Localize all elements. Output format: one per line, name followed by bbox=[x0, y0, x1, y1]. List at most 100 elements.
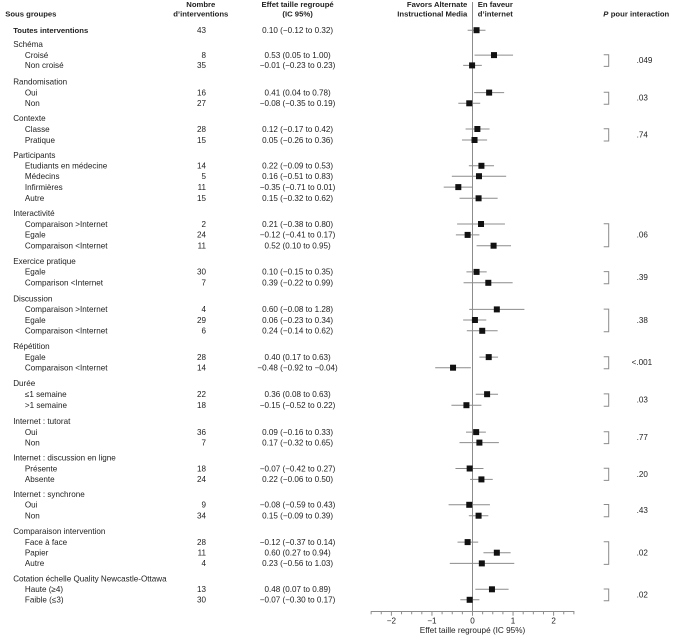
svg-text:−2: −2 bbox=[387, 617, 397, 626]
svg-text:Non: Non bbox=[25, 99, 40, 108]
svg-text:Sous groupes: Sous groupes bbox=[5, 9, 56, 18]
svg-text:14: 14 bbox=[197, 162, 207, 171]
svg-text:Autre: Autre bbox=[25, 194, 45, 203]
svg-text:27: 27 bbox=[197, 99, 207, 108]
svg-text:2: 2 bbox=[201, 220, 206, 229]
svg-text:Durée: Durée bbox=[13, 379, 36, 388]
svg-text:30: 30 bbox=[197, 268, 207, 277]
svg-text:Interactivité: Interactivité bbox=[13, 209, 55, 218]
svg-text:30: 30 bbox=[197, 596, 207, 605]
svg-text:Oui: Oui bbox=[25, 501, 38, 510]
svg-text:0.17 (−0.32 to 0.65): 0.17 (−0.32 to 0.65) bbox=[262, 438, 333, 447]
svg-text:Favors Alternate: Favors Alternate bbox=[407, 0, 468, 9]
svg-text:0.10 (−0.15 to 0.35): 0.10 (−0.15 to 0.35) bbox=[262, 268, 333, 277]
svg-text:0.21 (−0.38 to 0.80): 0.21 (−0.38 to 0.80) bbox=[262, 220, 333, 229]
svg-text:Comparaison >Internet: Comparaison >Internet bbox=[25, 220, 108, 229]
svg-text:34: 34 bbox=[197, 512, 207, 521]
svg-text:7: 7 bbox=[201, 279, 206, 288]
svg-text:0.09 (−0.16 to 0.33): 0.09 (−0.16 to 0.33) bbox=[262, 428, 333, 437]
svg-text:Comparaison >Internet: Comparaison >Internet bbox=[25, 305, 108, 314]
svg-text:0.48 (0.07 to 0.89): 0.48 (0.07 to 0.89) bbox=[265, 585, 331, 594]
svg-text:Comparaison <Internet: Comparaison <Internet bbox=[25, 364, 108, 373]
svg-text:Cotation échelle Quality Newca: Cotation échelle Quality Newcastle-Ottaw… bbox=[13, 574, 167, 583]
svg-text:0.52 (0.10 to 0.95): 0.52 (0.10 to 0.95) bbox=[265, 242, 331, 251]
svg-text:18: 18 bbox=[197, 464, 207, 473]
svg-text:d’interventions: d’interventions bbox=[173, 9, 228, 18]
svg-text:.39: .39 bbox=[637, 273, 649, 282]
svg-text:Infirmières: Infirmières bbox=[25, 183, 63, 192]
svg-text:.03: .03 bbox=[637, 396, 649, 405]
svg-text:Croisé: Croisé bbox=[25, 51, 49, 60]
svg-text:4: 4 bbox=[201, 559, 206, 568]
svg-text:Discussion: Discussion bbox=[13, 294, 52, 303]
svg-text:Face à face: Face à face bbox=[25, 538, 68, 547]
svg-text:14: 14 bbox=[197, 364, 207, 373]
svg-text:6: 6 bbox=[201, 327, 206, 336]
svg-text:15: 15 bbox=[197, 136, 207, 145]
svg-text:24: 24 bbox=[197, 231, 207, 240]
svg-text:13: 13 bbox=[197, 585, 207, 594]
svg-text:Effet taille regroupé: Effet taille regroupé bbox=[261, 0, 334, 9]
svg-text:Oui: Oui bbox=[25, 428, 38, 437]
svg-text:7: 7 bbox=[201, 438, 206, 447]
svg-text:43: 43 bbox=[197, 26, 207, 35]
svg-text:15: 15 bbox=[197, 194, 207, 203]
svg-text:0.60 (0.27 to 0.94): 0.60 (0.27 to 0.94) bbox=[265, 549, 331, 558]
svg-text:0.12 (−0.17 to 0.42): 0.12 (−0.17 to 0.42) bbox=[262, 125, 333, 134]
svg-text:0.41 (0.04 to 0.78): 0.41 (0.04 to 0.78) bbox=[265, 88, 331, 97]
svg-text:16: 16 bbox=[197, 88, 207, 97]
svg-text:11: 11 bbox=[198, 549, 207, 558]
svg-text:d’internet: d’internet bbox=[478, 9, 513, 18]
svg-text:Absente: Absente bbox=[25, 475, 55, 484]
svg-text:35: 35 bbox=[197, 61, 207, 70]
svg-text:0.06 (−0.23 to 0.34): 0.06 (−0.23 to 0.34) bbox=[262, 316, 333, 325]
svg-text:Papier: Papier bbox=[25, 549, 49, 558]
svg-text:Exercice pratique: Exercice pratique bbox=[13, 257, 76, 266]
svg-text:11: 11 bbox=[198, 183, 207, 192]
svg-text:Répétition: Répétition bbox=[13, 342, 49, 351]
svg-text:−0.07 (−0.42 to 0.27): −0.07 (−0.42 to 0.27) bbox=[260, 464, 336, 473]
svg-text:0.60 (−0.08 to 1.28): 0.60 (−0.08 to 1.28) bbox=[262, 305, 333, 314]
svg-text:.049: .049 bbox=[637, 56, 653, 65]
svg-text:Toutes interventions: Toutes interventions bbox=[13, 26, 88, 35]
svg-text:8: 8 bbox=[201, 51, 206, 60]
svg-text:Présente: Présente bbox=[25, 464, 58, 473]
svg-text:0.39 (−0.22 to 0.99): 0.39 (−0.22 to 0.99) bbox=[262, 279, 333, 288]
svg-text:Non: Non bbox=[25, 512, 40, 521]
svg-text:.74: .74 bbox=[637, 130, 649, 139]
svg-text:<.001: <.001 bbox=[632, 358, 653, 367]
svg-text:−0.07 (−0.30 to 0.17): −0.07 (−0.30 to 0.17) bbox=[260, 596, 336, 605]
svg-text:22: 22 bbox=[197, 390, 207, 399]
svg-text:Etudiants en médecine: Etudiants en médecine bbox=[25, 162, 108, 171]
svg-text:.02: .02 bbox=[637, 590, 649, 599]
svg-text:−0.01 (−0.23 to 0.23): −0.01 (−0.23 to 0.23) bbox=[260, 61, 336, 70]
svg-text:.02: .02 bbox=[637, 549, 649, 558]
svg-text:Oui: Oui bbox=[25, 88, 38, 97]
svg-text:Non: Non bbox=[25, 438, 40, 447]
svg-text:−0.48 (−0.92 to −0.04): −0.48 (−0.92 to −0.04) bbox=[257, 364, 338, 373]
svg-text:Comparaison <Internet: Comparaison <Internet bbox=[25, 242, 108, 251]
svg-text:11: 11 bbox=[198, 242, 207, 251]
svg-text:−0.08 (−0.35 to 0.19): −0.08 (−0.35 to 0.19) bbox=[260, 99, 336, 108]
svg-text:−0.35 (−0.71 to 0.01): −0.35 (−0.71 to 0.01) bbox=[260, 183, 336, 192]
svg-text:Autre: Autre bbox=[25, 559, 45, 568]
svg-text:Haute (≥4): Haute (≥4) bbox=[25, 585, 63, 594]
svg-text:Comparaison <Internet: Comparaison <Internet bbox=[25, 327, 108, 336]
svg-text:Classe: Classe bbox=[25, 125, 50, 134]
svg-text:Non croisé: Non croisé bbox=[25, 61, 64, 70]
svg-text:2: 2 bbox=[551, 617, 556, 626]
svg-text:−0.12 (−0.37 to 0.14): −0.12 (−0.37 to 0.14) bbox=[260, 538, 336, 547]
svg-text:Nombre: Nombre bbox=[186, 0, 216, 9]
svg-text:0.23 (−0.56 to 1.03): 0.23 (−0.56 to 1.03) bbox=[262, 559, 333, 568]
svg-text:0.53 (0.05 to 1.00): 0.53 (0.05 to 1.00) bbox=[265, 51, 331, 60]
svg-text:0.22 (−0.06 to 0.50): 0.22 (−0.06 to 0.50) bbox=[262, 475, 333, 484]
svg-text:Pratique: Pratique bbox=[25, 136, 56, 145]
svg-text:−0.08 (−0.59 to 0.43): −0.08 (−0.59 to 0.43) bbox=[260, 501, 336, 510]
svg-text:.06: .06 bbox=[637, 231, 649, 240]
svg-text:29: 29 bbox=[197, 316, 207, 325]
svg-text:.38: .38 bbox=[637, 316, 649, 325]
svg-text:−1: −1 bbox=[427, 617, 437, 626]
svg-text:28: 28 bbox=[197, 125, 207, 134]
svg-text:Randomisation: Randomisation bbox=[13, 78, 67, 87]
